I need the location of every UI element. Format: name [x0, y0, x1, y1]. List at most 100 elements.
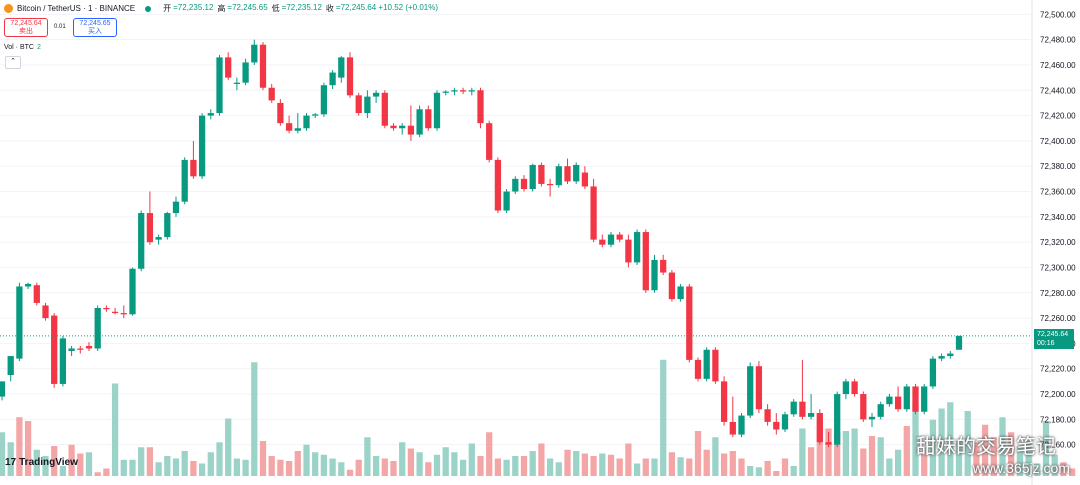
- candle-body: [668, 272, 676, 300]
- candle-body: [129, 268, 136, 315]
- price-axis: 72,160.00 72,180.00 72,200.00 72,220.00 72,2…: [1040, 10, 1076, 449]
- candle-body: [660, 259, 667, 273]
- volume-bar: [425, 462, 432, 476]
- volume-bars: [0, 359, 1076, 476]
- candle-body: [712, 349, 719, 382]
- candle-body: [903, 386, 910, 410]
- candle-body: [538, 164, 545, 184]
- volume-bar: [903, 426, 910, 476]
- volume-bar: [851, 428, 858, 476]
- candle-body: [111, 311, 119, 314]
- volume-bar: [268, 456, 275, 476]
- candle-body: [807, 413, 815, 417]
- volume-bar: [216, 442, 223, 476]
- volume-bar: [277, 459, 284, 476]
- buy-button[interactable]: 72,245.65 买入: [73, 18, 117, 37]
- volume-bar: [877, 437, 884, 476]
- volume-bar: [520, 456, 528, 476]
- volume-bar: [677, 457, 684, 476]
- candle-body: [59, 338, 67, 384]
- volume-bar: [781, 458, 789, 476]
- candle-body: [372, 92, 380, 97]
- candle-body: [894, 396, 902, 410]
- volume-bar: [747, 466, 754, 476]
- candle-body: [799, 401, 806, 417]
- volume-bar: [929, 419, 937, 476]
- volume-bar: [607, 454, 615, 476]
- candle-body: [0, 381, 6, 397]
- volume-bar: [94, 472, 101, 476]
- candle-body: [390, 125, 397, 129]
- low-label: 低: [271, 4, 280, 13]
- volume-bar: [198, 463, 206, 476]
- tradingview-logo-text: TradingView: [19, 457, 78, 468]
- candle-body: [868, 416, 876, 420]
- volume-bar: [7, 442, 14, 476]
- candle-body: [764, 409, 771, 422]
- y-tick-label: 72,360.00: [1040, 188, 1076, 197]
- collapse-indicators-button[interactable]: ⌃: [5, 56, 21, 69]
- candle-body: [120, 313, 127, 315]
- candle-body: [164, 213, 171, 238]
- volume-bar: [807, 447, 815, 476]
- chart-header: Bitcoin / TetherUS · 1 · BINANCE 开 =72,23…: [4, 3, 440, 14]
- sell-button[interactable]: 72,245.64 卖出: [4, 18, 48, 37]
- volume-bar: [555, 462, 562, 476]
- candle-body: [433, 92, 441, 129]
- candle-body: [138, 213, 145, 269]
- candle-body: [555, 166, 562, 186]
- volume-bar: [77, 453, 84, 476]
- volume-indicator-label[interactable]: Vol · BTC 2: [4, 44, 41, 51]
- symbol-title[interactable]: Bitcoin / TetherUS · 1 · BINANCE: [17, 4, 136, 13]
- volume-bar: [773, 471, 780, 476]
- volume-bar: [947, 402, 954, 476]
- y-tick-label: 72,380.00: [1040, 162, 1076, 171]
- candle-body: [512, 178, 519, 192]
- volume-bar: [938, 408, 945, 476]
- y-tick-label: 72,340.00: [1040, 213, 1076, 222]
- y-tick-label: 72,440.00: [1040, 86, 1076, 95]
- volume-bar: [172, 458, 180, 476]
- volume-bar: [816, 421, 823, 476]
- candle-body: [938, 356, 945, 359]
- volume-bar: [146, 447, 154, 476]
- volume-bar: [764, 461, 771, 476]
- volume-bar: [538, 443, 545, 476]
- candle-body: [285, 123, 293, 131]
- candle-body: [825, 442, 832, 445]
- candle-body: [947, 353, 954, 357]
- volume-bar: [1016, 446, 1024, 476]
- tradingview-logo[interactable]: 17 TradingView: [5, 457, 78, 468]
- candle-body: [834, 394, 841, 445]
- volume-bar: [573, 451, 580, 476]
- candle-body: [590, 186, 597, 240]
- volume-bar: [616, 458, 623, 476]
- volume-label-text: Vol · BTC: [4, 44, 34, 51]
- buy-label: 买入: [88, 28, 102, 35]
- y-tick-label: 72,400.00: [1040, 137, 1076, 146]
- y-tick-label: 72,280.00: [1040, 289, 1076, 298]
- volume-bar: [834, 433, 841, 476]
- y-tick-label: 72,180.00: [1040, 415, 1076, 424]
- candle-body: [486, 123, 493, 160]
- volume-bar: [242, 459, 249, 476]
- candle-body: [355, 95, 362, 114]
- volume-bar: [312, 452, 319, 476]
- volume-bar: [59, 466, 67, 476]
- volume-bar: [103, 468, 110, 476]
- candle-body: [442, 91, 449, 93]
- volume-bar: [546, 458, 554, 476]
- candle-body: [607, 234, 615, 245]
- volume-bar: [599, 453, 606, 476]
- candle-body: [51, 315, 58, 384]
- volume-bar: [390, 461, 397, 476]
- candle-body: [633, 232, 641, 263]
- candle-body: [416, 109, 423, 135]
- candle-body: [268, 87, 275, 101]
- candle-body: [303, 115, 310, 129]
- candle-body: [677, 286, 684, 300]
- volume-bar: [468, 443, 475, 476]
- volume-bar: [912, 402, 919, 476]
- y-tick-label: 72,160.00: [1040, 441, 1076, 450]
